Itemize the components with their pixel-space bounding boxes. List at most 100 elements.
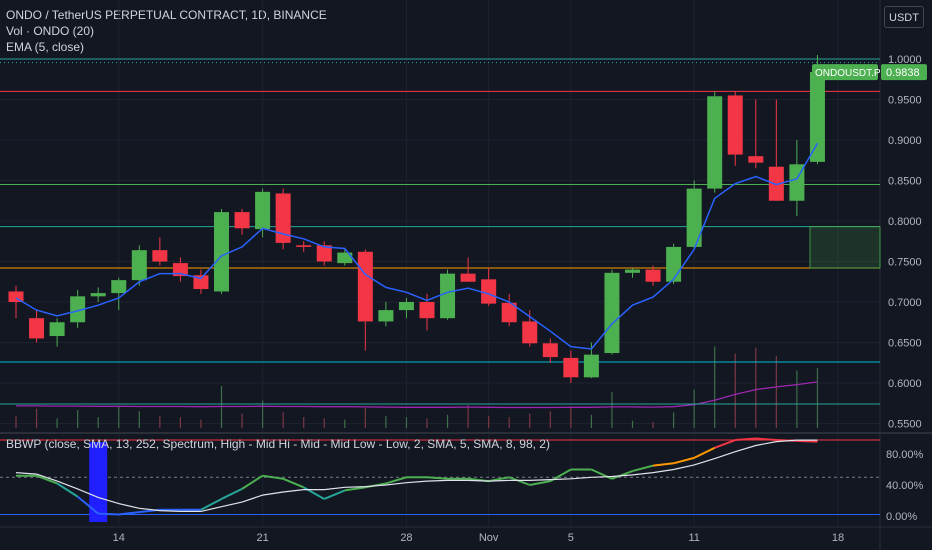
candle-up	[49, 322, 65, 337]
candle-up	[255, 191, 271, 230]
bbwp-line-segment	[282, 477, 305, 489]
volume-legend[interactable]: Vol · ONDO (20)	[6, 24, 95, 38]
bbwp-ma-line	[15, 439, 818, 512]
ema-line	[15, 142, 819, 350]
bbwp-line-segment	[221, 487, 243, 500]
candle-up	[686, 188, 702, 247]
grid-lines	[0, 0, 880, 526]
currency-button[interactable]: USDT	[884, 6, 924, 28]
candle-up	[398, 302, 414, 311]
candle-down	[645, 269, 661, 282]
candle-up	[440, 273, 456, 319]
time-tick-label: 11	[688, 532, 699, 544]
bbwp-line-segment	[673, 456, 695, 465]
bbwp-tick-label: 80.00%	[886, 449, 924, 461]
bbwp-line-segment	[652, 462, 674, 467]
candle-down	[193, 275, 209, 290]
candle-down	[460, 273, 476, 282]
bbwp-tick-label: 0.00%	[886, 511, 917, 523]
candle-up	[583, 354, 599, 378]
candle-down	[419, 302, 435, 319]
price-tag	[881, 64, 927, 81]
candle-down	[234, 212, 250, 229]
candle-up	[666, 246, 682, 282]
candle-down	[481, 279, 497, 304]
candle-up	[111, 280, 127, 294]
bbwp-tick-label: 40.00%	[886, 480, 924, 492]
bbwp-line-segment	[796, 439, 818, 443]
candle-down	[357, 251, 373, 322]
bbwp-legend[interactable]: BBWP (close, SMA, 13, 252, Spectrum, Hig…	[6, 437, 550, 451]
price-tick-label: 0.6500	[888, 338, 922, 350]
candle-down	[152, 250, 168, 262]
candle-down	[501, 302, 517, 323]
candle-down	[296, 245, 312, 247]
time-tick-label: Nov	[479, 532, 499, 544]
horizontal-levels	[0, 58, 880, 405]
candle-down	[522, 321, 538, 344]
price-axis: 1.0000 0.9500 0.9000 0.8500 0.8000 0.7500 0.70…	[888, 54, 922, 431]
candle-up	[90, 293, 106, 297]
bbwp-line-segment	[426, 476, 448, 480]
candle-down	[727, 95, 743, 155]
bbwp-line-segment	[735, 437, 756, 442]
bbwp-line-segment	[385, 476, 407, 485]
symbol-tag	[812, 64, 878, 81]
candle-down	[542, 343, 558, 358]
candle-down	[768, 166, 784, 201]
candle-up	[378, 310, 394, 322]
candle-down	[563, 357, 579, 378]
price-tick-label: 0.8500	[888, 176, 922, 188]
bbwp-line-segment	[77, 495, 99, 515]
candle-up	[337, 252, 353, 264]
candle-up	[131, 250, 147, 281]
bbwp-pane: 80.00% 40.00% 0.00%	[0, 437, 924, 523]
bbwp-line-segment	[693, 446, 716, 459]
bbwp-line-segment	[632, 464, 654, 473]
candle-down	[29, 318, 45, 339]
price-tag-value: 0.9838	[886, 67, 920, 79]
volume-ma-line	[16, 381, 818, 409]
price-tick-label: 0.5500	[888, 419, 922, 431]
ema-legend[interactable]: EMA (5, close)	[6, 40, 85, 54]
bbwp-line-segment	[590, 468, 613, 480]
symbol-tag-label: ONDOUSDT.P	[815, 68, 881, 79]
bbwp-line-segment	[241, 474, 264, 490]
time-tick-label: 18	[832, 532, 844, 544]
price-tick-label: 0.9000	[888, 135, 922, 147]
bbwp-line-segment	[262, 474, 284, 480]
time-tick-label: 21	[256, 532, 268, 544]
candle-up	[707, 96, 723, 189]
candles	[8, 54, 825, 383]
candle-up	[809, 71, 825, 162]
price-tick-label: 0.8000	[888, 216, 922, 228]
bbwp-low-extreme-bar	[89, 442, 108, 522]
candle-up	[625, 269, 640, 273]
bbwp-line-segment	[323, 489, 346, 500]
time-tick-label: 28	[400, 532, 412, 544]
time-axis: 14 21 28 Nov 5 11 18	[113, 532, 845, 544]
candle-down	[316, 245, 332, 262]
bbwp-line-segment	[508, 476, 531, 486]
price-tick-label: 0.9500	[888, 95, 922, 107]
candle-up	[214, 212, 229, 292]
candle-down	[748, 156, 764, 163]
time-tick-label: 14	[113, 532, 125, 544]
chart-title: ONDO / TetherUS PERPETUAL CONTRACT, 1D, …	[6, 8, 327, 22]
candle-down	[172, 263, 188, 277]
volume-bars	[15, 346, 819, 428]
bbwp-line-segment	[36, 474, 58, 485]
candle-up	[604, 272, 620, 354]
time-tick-label: 5	[568, 532, 574, 544]
zone-rectangle	[809, 226, 881, 269]
bbwp-line-segment	[344, 486, 366, 492]
price-tick-label: 1.0000	[888, 54, 922, 66]
bbwp-line-segment	[98, 512, 119, 516]
bbwp-line-segment	[529, 480, 551, 486]
candle-down	[8, 291, 24, 302]
price-tick-label: 0.7500	[888, 257, 922, 269]
bbwp-line-segment	[118, 511, 140, 516]
candle-down	[275, 193, 291, 243]
candle-up	[70, 296, 86, 323]
